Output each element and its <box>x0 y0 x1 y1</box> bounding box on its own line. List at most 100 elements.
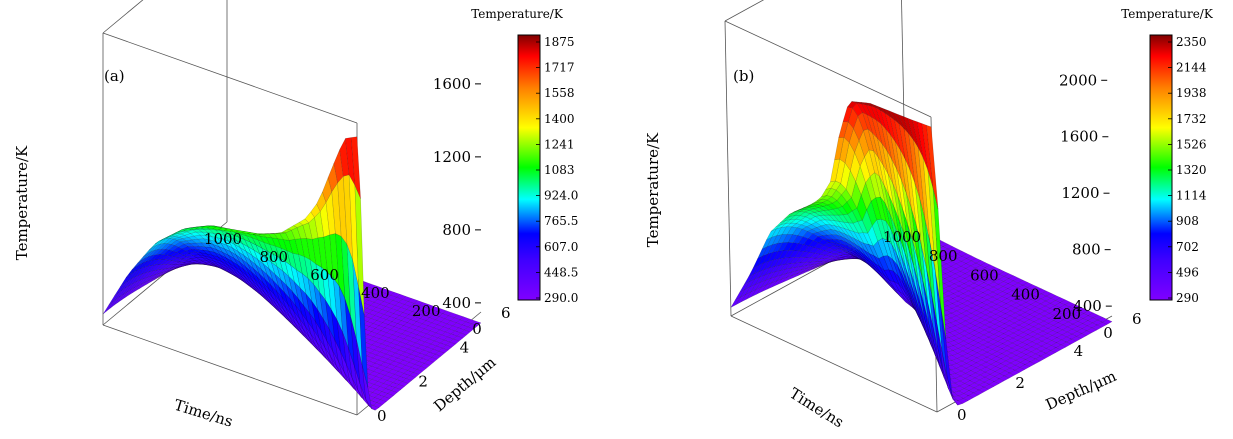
surface-cell <box>207 263 218 267</box>
surface-cell <box>363 334 375 340</box>
surface-cell <box>926 124 939 210</box>
surface-cell <box>201 231 212 237</box>
surface-cell <box>345 137 356 186</box>
panel-label-b: (b) <box>733 67 754 85</box>
surface-cell <box>774 264 786 272</box>
surface-cell <box>403 322 414 328</box>
x-tick-label: 0 <box>472 320 482 338</box>
colorbar-tick-label: 924.0 <box>544 189 578 203</box>
surface-cell <box>270 261 282 281</box>
z-tick-label: 1600 <box>433 75 471 93</box>
y-tick-label: 6 <box>1132 310 1142 328</box>
surface-cell <box>777 276 788 285</box>
surface-cell <box>201 225 211 229</box>
surface-cell <box>802 204 813 209</box>
x-axis-label-b: Time/ns <box>786 384 847 431</box>
surface-cell <box>369 323 380 329</box>
surface-cell <box>427 357 438 363</box>
colorbar-tick-label: 908 <box>1176 214 1199 228</box>
surface-cell <box>891 244 903 275</box>
surface-cell <box>171 264 181 269</box>
colorbar-a <box>517 34 541 301</box>
colorbar-b <box>1149 34 1173 301</box>
surface-cell <box>432 345 443 352</box>
surface-cell <box>317 309 328 341</box>
surface-cell <box>900 296 911 306</box>
surface-cell <box>402 357 413 363</box>
surface-cell <box>226 244 237 256</box>
surface-cell <box>369 289 380 295</box>
z-tick-label: 2000 <box>1059 71 1097 89</box>
surface-cell <box>889 280 901 292</box>
surface-cell <box>940 304 953 397</box>
surface-cell <box>764 266 776 276</box>
surface-cell <box>900 253 912 292</box>
surface-cell <box>959 273 971 279</box>
surface-cell <box>278 286 289 305</box>
surface-cell <box>169 261 180 265</box>
surface-cell <box>834 137 845 160</box>
colorbar-tick-label: 1083 <box>544 163 575 177</box>
surface-cell <box>274 294 284 311</box>
surface-cell <box>309 259 320 293</box>
colorbar-tick-label: 1732 <box>1176 112 1207 126</box>
surface-cell <box>239 261 250 275</box>
surface-cell <box>297 321 308 338</box>
colorbar-tick-label: 1717 <box>544 61 575 75</box>
surface-cell <box>362 295 373 301</box>
surface-cell <box>305 326 315 345</box>
surface-cell <box>259 292 270 303</box>
surface-cell <box>424 325 435 332</box>
surface-cell <box>339 137 350 177</box>
surface-cell <box>408 359 419 365</box>
surface-cell <box>318 338 329 359</box>
surface-cell <box>267 233 279 239</box>
surface-cell <box>253 233 263 235</box>
z-axis-label-b: Temperature/K <box>644 132 662 247</box>
y-tick-label: 4 <box>460 338 470 356</box>
surface-cell <box>203 238 214 245</box>
surface-cell <box>308 336 319 351</box>
surface-cell <box>376 351 387 358</box>
surface-cell <box>396 341 407 348</box>
surface-cell <box>856 251 867 262</box>
surface-cell <box>1007 280 1019 286</box>
surface-cell <box>783 250 795 259</box>
surface-cell <box>367 331 378 337</box>
colorbar-tick-label: 2350 <box>1176 35 1207 49</box>
surface-cell <box>174 258 186 262</box>
x-axis-label-a: Time/ns <box>172 396 235 431</box>
surface-cell <box>262 233 273 239</box>
surface-cell <box>929 242 943 352</box>
surface-cell <box>740 291 752 303</box>
surface-cell <box>358 286 369 388</box>
surface-cell <box>841 239 852 249</box>
surface-cell <box>290 264 301 289</box>
surface-cell <box>134 278 145 288</box>
surface-cell <box>400 338 411 345</box>
x-tick-label: 200 <box>1052 305 1081 323</box>
surface-cell <box>811 261 822 265</box>
surface-cell <box>216 237 228 246</box>
surface-cell <box>408 324 420 330</box>
surface-cell <box>941 351 954 400</box>
surface-cell <box>819 215 831 221</box>
surface-b <box>730 101 1113 406</box>
surface-cell <box>234 243 245 256</box>
surface-cell <box>377 309 389 315</box>
surface-cell <box>444 315 455 321</box>
surface-cell <box>149 264 160 272</box>
surface-cell <box>273 254 284 272</box>
surface-cell <box>351 377 362 398</box>
surface-cell <box>894 225 906 268</box>
surface-cell <box>422 320 433 326</box>
y-tick-label: 6 <box>501 304 511 322</box>
z-axis-label-a: Temperature/K <box>13 145 31 260</box>
z-tick-label: 800 <box>1072 241 1101 259</box>
surface-cell <box>177 255 188 260</box>
surface-cell <box>163 264 175 270</box>
colorbar-ticks-b: 2350 2144 1938 1732 1526 1320 1114 908 702 496 290 <box>1168 35 1207 305</box>
surface-cell <box>311 300 322 331</box>
surface-cell <box>376 399 387 405</box>
surface-cell <box>265 298 276 309</box>
